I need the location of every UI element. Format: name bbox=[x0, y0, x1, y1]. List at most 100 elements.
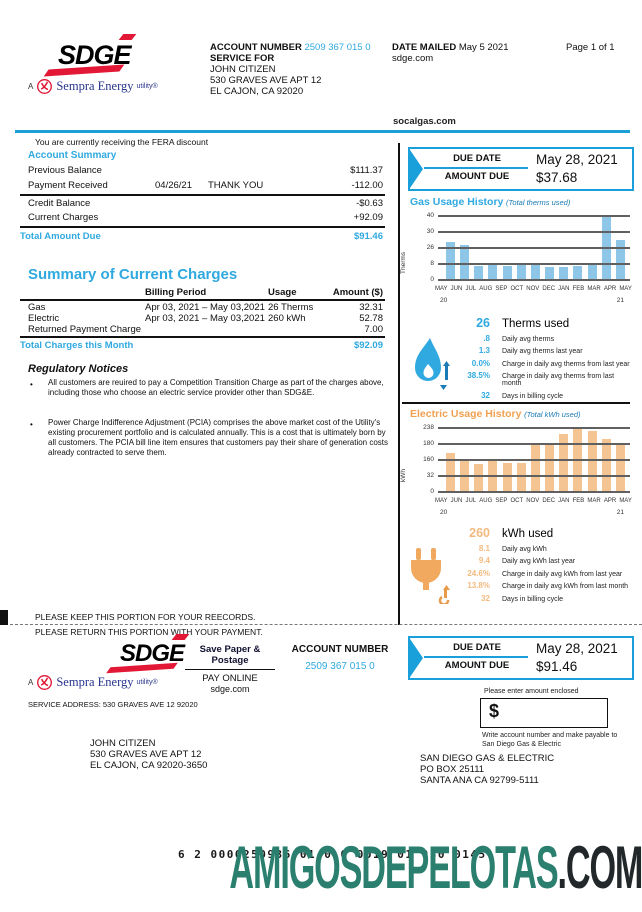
amount-due-value: $91.46 bbox=[536, 659, 578, 674]
stat-row: 38.5% Charge in daily avg therms from las… bbox=[402, 371, 634, 387]
x-tick-label: JAN bbox=[558, 498, 570, 504]
chart-bar bbox=[446, 453, 455, 492]
chart-bar bbox=[559, 267, 569, 280]
x-tick-label: MAR bbox=[587, 286, 601, 292]
x-tick-label: JUN bbox=[450, 498, 463, 504]
gas-history-title-row: Gas Usage History (Total therms used) bbox=[410, 196, 570, 208]
electric-stats-list: 260 kWh used 8.1 Daily avg kWh 9.4 Daily avg … bbox=[402, 526, 634, 606]
chart-bar bbox=[516, 264, 526, 280]
y-tick-label: 238 bbox=[423, 424, 434, 431]
tagline-prefix: A bbox=[28, 82, 34, 91]
customer-mailing-address: JOHN CITIZEN 530 GRAVES AVE APT 12 EL CA… bbox=[90, 738, 207, 772]
gas-year-left: 20 bbox=[440, 297, 448, 304]
x-tick-label: NOV bbox=[526, 286, 540, 292]
stat-value: 1.3 bbox=[478, 346, 490, 355]
header-blue-rule bbox=[15, 130, 630, 133]
stat-label: Days in billing cycle bbox=[502, 392, 564, 400]
gridline: 160 bbox=[423, 456, 630, 463]
charges-divider bbox=[20, 336, 385, 338]
save-paper-line2: Postage bbox=[185, 655, 275, 670]
col-billing-period: Billing Period bbox=[145, 287, 207, 298]
due-box-separator bbox=[424, 167, 528, 169]
address-line: JOHN CITIZEN bbox=[90, 738, 156, 749]
payment-date: 04/26/21 bbox=[155, 180, 192, 191]
summary-row-label: Current Charges bbox=[28, 212, 99, 223]
electric-plot-area: 0 32 160 180 238 bbox=[423, 424, 630, 495]
current-charges-title: Summary of Current Charges bbox=[28, 266, 238, 283]
due-date-value: May 28, 2021 bbox=[536, 641, 618, 656]
gas-history-title: Gas Usage History bbox=[410, 196, 504, 208]
socalgas-text: socalgas.com bbox=[393, 116, 456, 127]
stat-value: .8 bbox=[483, 333, 490, 343]
service-for-label: SERVICE FOR bbox=[210, 53, 275, 64]
save-paper-block: Save Paper & Postage PAY ONLINE sdge.com bbox=[185, 644, 275, 694]
sdge-logo: SDGE A Sempra Energy utility® bbox=[28, 34, 158, 94]
y-tick-label: 8 bbox=[430, 260, 434, 267]
stat-row: 8.1 Daily avg kWh bbox=[402, 544, 634, 553]
regulatory-bullet: Power Charge Indifference Adjustment (PC… bbox=[48, 418, 389, 457]
chart-bar bbox=[516, 462, 526, 492]
chart-bar bbox=[502, 463, 512, 492]
x-tick-label: MAY bbox=[435, 286, 448, 292]
gas-history-subtitle: (Total therms used) bbox=[506, 198, 571, 207]
summary-row-amount: $111.37 bbox=[350, 165, 383, 176]
x-tick-label: APR bbox=[603, 286, 617, 292]
summary-row-amount: +92.09 bbox=[353, 212, 383, 223]
electric-history-subtitle: (Total kWh used) bbox=[524, 410, 581, 419]
address-line: SAN DIEGO GAS & ELECTRIC bbox=[420, 753, 555, 764]
enter-amount-label: Please enter amount enclosed bbox=[484, 688, 579, 695]
stat-value: 24.6% bbox=[467, 568, 490, 578]
stat-row: 32 Days in billing cycle bbox=[402, 391, 634, 400]
amount-due-label: AMOUNT DUE bbox=[444, 660, 510, 671]
due-date-box-top: DUE DATE May 28, 2021 AMOUNT DUE $37.68 bbox=[408, 147, 634, 191]
payment-note: THANK YOU bbox=[208, 180, 264, 191]
gas-stats-list: 26 Therms used .8 Daily avg therms 1.3 Daily … bbox=[402, 316, 634, 403]
payee-mailing-address: SAN DIEGO GAS & ELECTRIC PO BOX 25111 SA… bbox=[420, 753, 554, 787]
sempra-icon bbox=[37, 675, 53, 690]
electric-history-title: Electric Usage History bbox=[410, 408, 522, 420]
electric-history-title-row: Electric Usage History (Total kWh used) bbox=[410, 408, 581, 420]
regulatory-title: Regulatory Notices bbox=[28, 363, 129, 375]
chart-bar bbox=[460, 244, 470, 280]
stat-value: 0.0% bbox=[471, 358, 490, 368]
x-tick-label: OCT bbox=[510, 498, 524, 504]
keep-portion-text: PLEASE KEEP THIS PORTION FOR YOUR REECOR… bbox=[35, 612, 256, 622]
sdge-logo-text: SDGE bbox=[58, 40, 132, 70]
y-tick-label: 160 bbox=[423, 456, 434, 463]
y-tick-label: 0 bbox=[430, 276, 434, 283]
chart-bar bbox=[502, 265, 512, 280]
x-tick-label: AUG bbox=[479, 498, 493, 504]
y-tick-label: 0 bbox=[430, 488, 434, 495]
chart-bar bbox=[545, 267, 555, 280]
date-mailed-label: DATE MAILED bbox=[392, 42, 457, 53]
charge-row-usage: 26 Therms bbox=[268, 302, 314, 313]
stat-value: 260 bbox=[469, 526, 490, 540]
stat-row: 0.0% Charge in daily avg therms from last… bbox=[402, 359, 634, 368]
x-tick-label: OCT bbox=[510, 286, 524, 292]
sempra-text: Sempra Energy bbox=[56, 79, 134, 93]
col-amount: Amount ($) bbox=[332, 287, 383, 298]
chart-bar bbox=[601, 438, 611, 492]
stat-value: 9.4 bbox=[478, 556, 490, 565]
regulatory-bullet: All customers are reuired to pay a Compe… bbox=[48, 378, 384, 397]
stat-label: Therms used bbox=[502, 318, 570, 330]
stat-row: .8 Daily avg therms bbox=[402, 334, 634, 343]
summary-row-label: Payment Received bbox=[28, 180, 108, 191]
write-note-text: Write account number and make payable to… bbox=[482, 732, 618, 749]
account-summary-title: Account Summary bbox=[28, 150, 117, 161]
amount-enclosed-field[interactable]: $ bbox=[480, 698, 608, 728]
electric-year-right: 21 bbox=[616, 509, 624, 516]
date-mailed-block: DATE MAILED May 5 2021 sdge.com bbox=[392, 42, 509, 64]
stat-label: Daily avg kWh last year bbox=[502, 558, 576, 565]
column-divider bbox=[398, 143, 400, 625]
charge-row-period: Apr 03, 2021 – May 03,2021 bbox=[145, 313, 265, 324]
x-tick-label: SEP bbox=[495, 286, 508, 292]
stub-account-number-label: ACCOUNT NUMBER bbox=[291, 644, 389, 655]
watermark-text: AMIGOSDEPELOTAS.COM bbox=[229, 838, 642, 898]
y-tick-label: 30 bbox=[426, 228, 434, 235]
stat-value: 8.1 bbox=[478, 543, 490, 553]
date-mailed-value: May 5 2021 bbox=[458, 42, 509, 53]
gridline: 32 bbox=[427, 472, 630, 479]
total-charges-label: Total Charges this Month bbox=[20, 340, 134, 351]
